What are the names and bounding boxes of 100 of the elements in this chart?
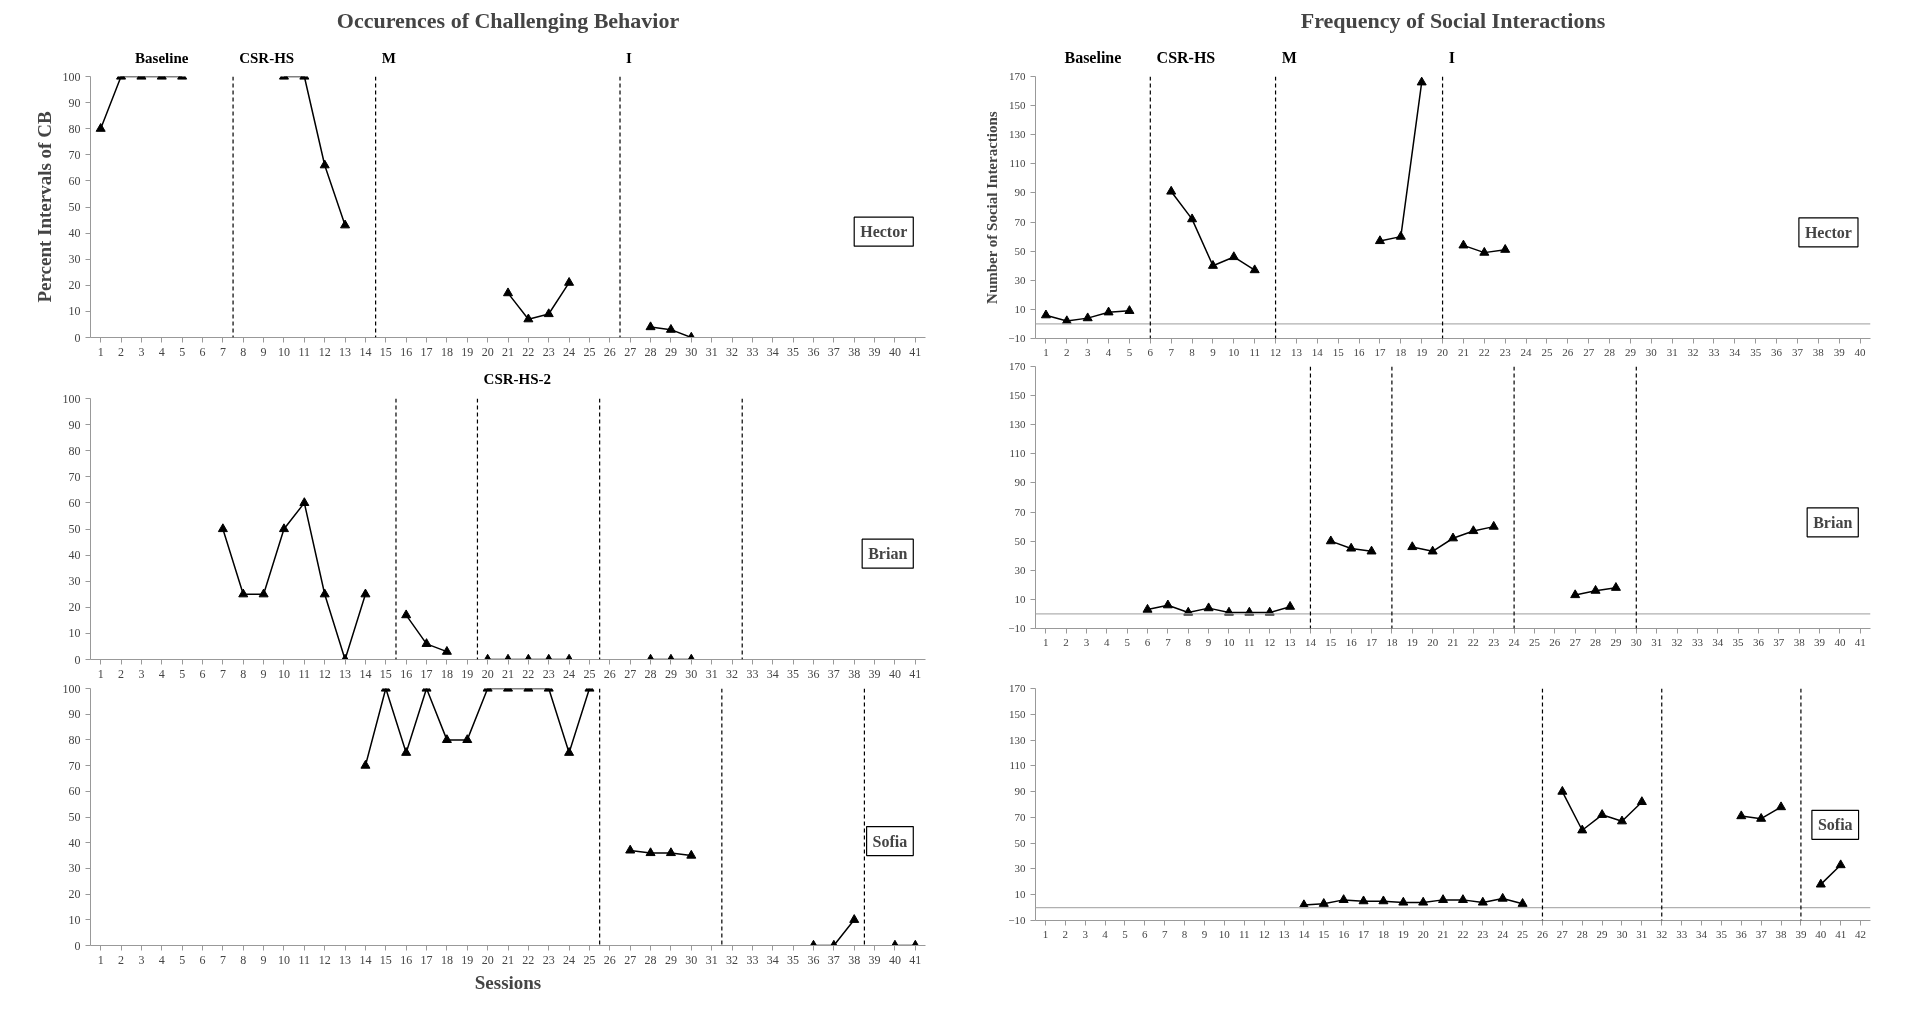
x-tick-label: 31 [1666,345,1678,358]
y-tick-label: 170 [1009,360,1026,372]
x-tick-label: 21 [502,666,514,681]
x-tick-label: 7 [1168,345,1175,358]
y-tick-label: 70 [1014,810,1026,823]
y-tick-label: 150 [1009,707,1026,720]
x-tick-label: 24 [1508,635,1521,648]
x-tick-label: 5 [179,666,186,681]
y-tick-label: 30 [68,861,81,876]
y-tick-label: 90 [68,95,81,110]
x-tick-label: 3 [1083,635,1090,648]
x-tick-label: 35 [1715,927,1728,940]
x-tick-label: 18 [440,666,453,681]
x-tick-label: 2 [1064,345,1070,358]
x-tick-label: 25 [583,952,596,967]
x-tick-label: 19 [461,344,474,359]
x-tick-label: 41 [909,344,922,359]
x-tick-label: 13 [339,666,352,681]
x-tick-label: 13 [339,344,352,359]
y-tick-label: 80 [68,732,81,747]
x-tick-label: 29 [1624,345,1637,358]
x-tick-label: 42 [1855,927,1867,940]
x-tick-label: 2 [1063,635,1069,648]
y-tick-label: 170 [1009,682,1026,694]
x-tick-label: 19 [461,952,474,967]
x-tick-label: 18 [1386,635,1398,648]
y-tick-label: 20 [68,887,81,902]
x-tick-label: 28 [1576,927,1589,940]
y-tick-label: 40 [68,835,81,850]
x-tick-label: 16 [1353,345,1366,358]
x-tick-label: 25 [1517,927,1529,940]
x-tick-label: 23 [1488,635,1500,648]
y-tick-label: 100 [62,69,81,84]
annotation: Hector [860,223,908,241]
ref-line-label: CSR-HS [239,49,295,66]
x-tick-label: 38 [848,666,861,681]
x-tick-label: 20 [1427,635,1439,648]
x-tick-label: 40 [1834,635,1846,648]
x-tick-label: 7 [219,344,226,359]
x-tick-label: 16 [1338,927,1350,940]
x-tick-label: 32 [1671,635,1683,648]
x-tick-label: 7 [219,952,226,967]
y-tick-label: 50 [1014,534,1026,547]
y-tick-label: 90 [1014,186,1026,199]
x-tick-label: 39 [1795,927,1807,940]
x-tick-label: 12 [1270,345,1282,358]
x-tick-label: 17 [420,344,433,359]
x-tick-label: 30 [685,666,698,681]
x-tick-label: 14 [359,666,372,681]
x-tick-label: 34 [1696,927,1708,940]
x-tick-label: 36 [1735,927,1748,940]
x-tick-label: 29 [664,344,677,359]
x-tick-label: 6 [199,952,206,967]
x-tick-label: 19 [1416,345,1428,358]
x-tick-label: 35 [1750,345,1762,358]
x-tick-label: 39 [1814,635,1826,648]
x-tick-label: 28 [644,952,657,967]
x-tick-label: 7 [1165,635,1172,648]
x-tick-label: 16 [400,952,413,967]
x-tick-label: 8 [1181,927,1188,940]
x-tick-label: 7 [1161,927,1168,940]
x-tick-label: 36 [1752,635,1765,648]
x-tick-label: 7 [219,666,226,681]
x-tick-label: 3 [138,666,145,681]
y-tick-label: 70 [68,758,81,773]
x-tick-label: 41 [909,952,922,967]
x-tick-label: 22 [522,666,535,681]
y-axis-title: Number of Social Interactions [984,111,1001,304]
x-tick-label: 35 [787,952,800,967]
x-tick-label: 11 [1249,345,1260,358]
x-tick-label: 2 [118,952,125,967]
x-tick-label: 30 [685,952,698,967]
x-tick-label: 35 [787,344,800,359]
x-tick-label: 32 [726,666,739,681]
x-tick-label: 15 [379,344,392,359]
x-tick-label: 1 [97,666,104,681]
x-tick-label: 21 [1457,345,1469,358]
x-tick-label: 17 [1358,927,1370,940]
y-tick-label: 10 [1014,592,1026,605]
x-tick-label: 29 [664,952,677,967]
x-tick-label: 28 [1604,345,1616,358]
x-tick-label: 15 [379,666,392,681]
x-tick-label: 14 [359,952,372,967]
x-tick-label: 17 [1374,345,1386,358]
x-tick-label: 10 [277,952,290,967]
x-tick-label: 27 [624,952,637,967]
x-tick-label: 37 [827,666,840,681]
x-tick-label: 26 [1562,345,1574,358]
x-tick-label: 19 [1406,635,1419,648]
y-tick-label: 10 [68,304,81,319]
x-tick-label: 27 [624,344,637,359]
x-tick-label: 21 [1437,927,1449,940]
x-tick-label: 10 [277,666,290,681]
x-tick-label: 18 [440,952,453,967]
y-tick-label: 10 [68,912,81,927]
y-tick-label: 90 [68,417,81,432]
x-tick-label: 10 [1223,635,1235,648]
x-tick-label: 23 [1477,927,1489,940]
y-tick-label: 70 [1014,215,1026,228]
x-tick-label: 4 [1105,345,1112,358]
